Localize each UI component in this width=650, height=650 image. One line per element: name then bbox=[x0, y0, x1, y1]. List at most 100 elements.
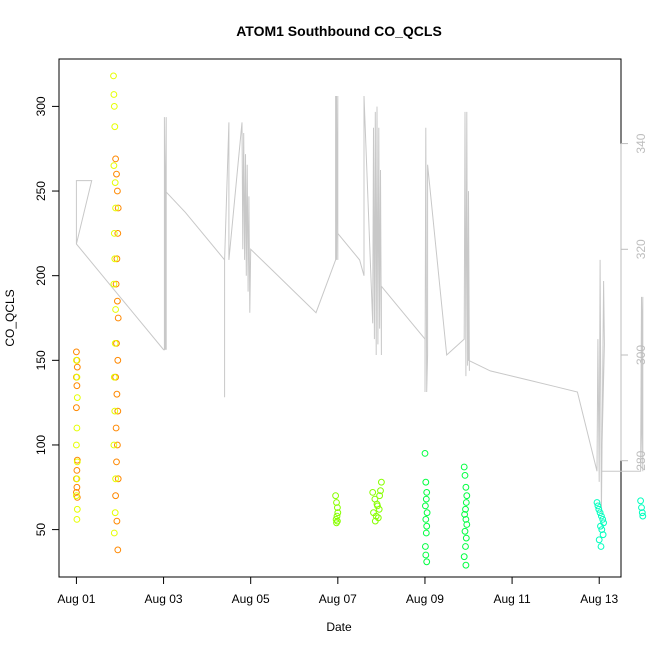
data-point bbox=[111, 255, 119, 263]
data-point bbox=[334, 509, 342, 517]
data-point bbox=[73, 363, 81, 371]
y-tick-label: 250 bbox=[34, 181, 48, 201]
data-point bbox=[599, 531, 607, 539]
x-tick-label: Aug 05 bbox=[232, 592, 270, 606]
data-point bbox=[73, 394, 81, 402]
data-point bbox=[423, 558, 431, 566]
data-point bbox=[332, 492, 340, 500]
data-point bbox=[372, 512, 380, 520]
data-point bbox=[637, 497, 644, 505]
data-point bbox=[110, 529, 118, 537]
y-tick-label: 150 bbox=[34, 350, 48, 370]
right-axis: 280 300 320 340 bbox=[620, 133, 648, 471]
data-point bbox=[113, 517, 121, 525]
data-point bbox=[333, 512, 341, 520]
data-point bbox=[112, 306, 119, 313]
data-point bbox=[599, 516, 607, 523]
x-tick-label: Aug 09 bbox=[406, 592, 444, 606]
data-point bbox=[73, 441, 80, 449]
data-point bbox=[422, 516, 430, 523]
x-axis-label: Date bbox=[326, 620, 352, 634]
data-point bbox=[462, 516, 470, 523]
data-point bbox=[422, 551, 430, 559]
data-point bbox=[369, 489, 377, 496]
data-point bbox=[595, 536, 603, 544]
data-point bbox=[638, 504, 645, 512]
data-point bbox=[111, 407, 119, 415]
data-point bbox=[423, 489, 431, 496]
data-point bbox=[114, 407, 122, 415]
data-point bbox=[463, 492, 471, 500]
data-point bbox=[462, 543, 469, 550]
secondary-line-layer bbox=[75, 95, 644, 514]
data-point bbox=[73, 489, 80, 496]
data-point bbox=[73, 458, 81, 466]
data-point bbox=[333, 499, 340, 506]
data-point bbox=[333, 519, 340, 527]
x-tick-label: Aug 03 bbox=[145, 592, 183, 606]
data-point bbox=[422, 529, 430, 537]
data-point bbox=[73, 356, 80, 364]
data-point bbox=[462, 505, 469, 513]
data-point bbox=[461, 511, 469, 518]
data-point bbox=[113, 458, 120, 466]
y-tick-label: 100 bbox=[34, 435, 48, 455]
right-tick-label: 300 bbox=[634, 345, 648, 365]
data-point bbox=[114, 297, 121, 305]
data-point bbox=[110, 91, 118, 98]
data-point bbox=[638, 509, 646, 517]
y-tick-label: 200 bbox=[34, 265, 48, 285]
x-tick-label: Aug 01 bbox=[57, 592, 95, 606]
data-point bbox=[112, 424, 120, 432]
data-point bbox=[462, 561, 470, 569]
data-point bbox=[73, 382, 81, 390]
data-point bbox=[112, 475, 119, 483]
data-point bbox=[595, 505, 603, 513]
x-tick-label: Aug 07 bbox=[319, 592, 357, 606]
data-point bbox=[110, 230, 118, 237]
data-point bbox=[110, 280, 118, 288]
data-point bbox=[462, 499, 470, 506]
data-point bbox=[114, 356, 122, 364]
y-axis-label: CO_QCLS bbox=[3, 289, 17, 346]
data-point bbox=[112, 204, 119, 212]
data-point bbox=[597, 543, 605, 550]
data-point bbox=[114, 230, 122, 237]
data-point bbox=[377, 487, 384, 495]
data-point bbox=[422, 495, 430, 503]
data-point bbox=[422, 502, 429, 510]
data-point bbox=[371, 517, 379, 525]
data-point bbox=[462, 534, 470, 542]
data-point bbox=[73, 505, 81, 513]
data-point bbox=[110, 441, 118, 449]
chart-title: ATOM1 Southbound CO_QCLS bbox=[236, 23, 442, 39]
data-point bbox=[423, 509, 431, 517]
data-point bbox=[114, 546, 122, 554]
data-point bbox=[114, 314, 122, 322]
x-tick-label: Aug 13 bbox=[580, 592, 618, 606]
data-point bbox=[73, 424, 81, 432]
data-point bbox=[113, 255, 121, 263]
data-point bbox=[598, 512, 605, 520]
data-point bbox=[376, 492, 384, 500]
data-point bbox=[73, 516, 81, 523]
data-point bbox=[463, 521, 471, 528]
data-point bbox=[73, 475, 81, 483]
data-point bbox=[114, 475, 122, 483]
data-point bbox=[111, 123, 119, 131]
data-point bbox=[423, 522, 431, 530]
scatter-points-layer bbox=[73, 72, 647, 569]
x-axis: Aug 01 Aug 03 Aug 05 Aug 07 Aug 09 Aug 11 Aug … bbox=[57, 576, 619, 606]
data-point bbox=[112, 280, 120, 288]
data-point bbox=[332, 516, 340, 523]
data-point bbox=[594, 502, 602, 510]
data-point bbox=[73, 373, 81, 381]
data-point bbox=[461, 527, 469, 535]
data-point bbox=[73, 483, 81, 491]
data-point bbox=[113, 170, 120, 178]
data-point bbox=[111, 509, 119, 517]
data-point bbox=[460, 463, 468, 471]
right-tick-label: 340 bbox=[634, 133, 648, 153]
data-point bbox=[73, 404, 80, 412]
data-point bbox=[113, 390, 121, 398]
